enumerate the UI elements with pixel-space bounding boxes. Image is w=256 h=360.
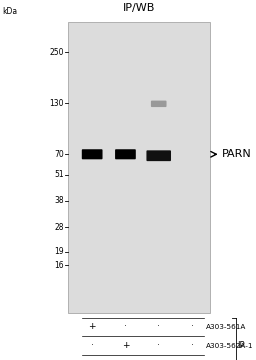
Text: +: +: [122, 341, 129, 350]
Text: 28: 28: [55, 223, 64, 232]
FancyBboxPatch shape: [82, 149, 102, 159]
FancyBboxPatch shape: [151, 100, 167, 107]
Text: kDa: kDa: [3, 7, 18, 16]
Text: PARN: PARN: [222, 149, 252, 159]
FancyBboxPatch shape: [146, 150, 171, 161]
Text: 130: 130: [49, 99, 64, 108]
Text: ·: ·: [190, 323, 194, 331]
Text: A303-561A: A303-561A: [206, 324, 247, 330]
Text: ·: ·: [157, 323, 160, 331]
Bar: [68, 22, 210, 313]
Text: 250: 250: [49, 48, 64, 57]
Text: ·: ·: [91, 341, 94, 350]
FancyBboxPatch shape: [115, 149, 136, 159]
Text: 51: 51: [54, 170, 64, 179]
Text: IP: IP: [237, 341, 245, 350]
Text: 16: 16: [54, 261, 64, 270]
Text: 19: 19: [54, 247, 64, 256]
Text: IP/WB: IP/WB: [123, 3, 155, 13]
Text: +: +: [88, 323, 96, 331]
Text: ·: ·: [190, 341, 194, 350]
Text: ·: ·: [124, 323, 127, 331]
Text: A303-562A-1: A303-562A-1: [206, 343, 254, 348]
Text: 70: 70: [54, 150, 64, 159]
Text: ·: ·: [157, 341, 160, 350]
Text: 38: 38: [54, 197, 64, 206]
